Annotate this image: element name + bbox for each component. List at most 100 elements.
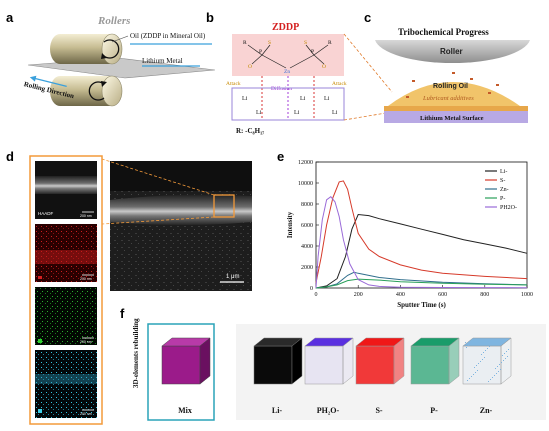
direction-arrow-icon: [29, 75, 37, 82]
zoom-region-box: [213, 194, 235, 218]
tribochemical-title: Tribochemical Progress: [398, 27, 489, 37]
cube-point: [473, 374, 474, 375]
cube-point: [468, 345, 469, 346]
rollers-title: Rollers: [97, 15, 130, 27]
legend-label-2: Zn-: [500, 187, 509, 193]
cube-point: [505, 358, 506, 359]
lithium-metal-label: Lithium Metal: [142, 57, 183, 65]
y-tick-label: 4000: [301, 244, 313, 250]
rotation-arrow-lower-icon: [88, 81, 105, 101]
cube-1: Li-: [253, 337, 303, 415]
roller-shape: [375, 40, 530, 64]
x-tick-label: 600: [438, 292, 447, 298]
sims-depth-profile-chart: 0 2000 4000 6000 8000 10000 12000 0 200 400 600 800…: [286, 160, 533, 309]
panel-c: c Tribochemical Progress Roller Rolling …: [364, 10, 530, 123]
series-line-3: [315, 278, 528, 289]
cube-point: [475, 372, 476, 373]
svg-text:200 nm: 200 nm: [80, 412, 92, 416]
x-tick-label: 0: [315, 292, 318, 298]
cube-label: P-: [430, 406, 438, 415]
y-tick-label: 0: [310, 286, 313, 292]
panel-a: a Rollers Oil (ZDDP in Mineral Oil) Lith…: [6, 10, 216, 107]
cube-point: [499, 364, 500, 365]
eds-cyan-tile: 200 nm: [35, 350, 97, 418]
lithium-surface-label: Lithium Metal Surface: [420, 115, 484, 122]
y-tick-label: 2000: [301, 265, 313, 271]
cube-point: [501, 362, 502, 363]
atom-r-2: R: [328, 40, 332, 46]
atom-p-left: P: [259, 49, 262, 55]
svg-text:200 nm: 200 nm: [80, 340, 92, 344]
cube-point: [504, 353, 505, 354]
cube-front: [304, 345, 344, 385]
cube-3: S-: [355, 337, 405, 415]
y-tick-label: 12000: [298, 160, 313, 166]
atom-s-1: S: [268, 40, 271, 46]
cube-point: [494, 375, 495, 376]
cube-point: [489, 346, 490, 347]
cube-point: [482, 359, 483, 360]
cube-side: [291, 337, 303, 385]
y-tick-label: 10000: [298, 181, 313, 187]
cube-point: [491, 344, 492, 345]
upper-roller: [50, 33, 123, 65]
cube-point: [488, 381, 489, 382]
cube-point: [483, 352, 484, 353]
x-tick-label: 1000: [521, 292, 533, 298]
cube-point: [507, 356, 508, 357]
li-lattice-box: [231, 87, 345, 121]
eds-green-tile: 200 nm: [35, 287, 97, 345]
cube-point: [495, 368, 496, 369]
main-scalebar-label: 1 μm: [226, 274, 239, 280]
mix-frame: [147, 323, 215, 421]
panel-f: f 3D-elements rebuilding Mix Li- PH₂O- S- P-…: [120, 306, 546, 421]
panel-d: d HAADF 200 nm 200 nm 200 nm: [6, 149, 252, 425]
cube-point: [496, 373, 497, 374]
panel-c-letter: c: [364, 10, 371, 25]
tem-main-image: 1 μm: [101, 158, 252, 291]
rolling-oil-label: Rolling Oil: [433, 83, 468, 90]
cube-label: Li-: [272, 406, 283, 415]
series-line-2: [315, 271, 528, 289]
cube-point: [470, 343, 471, 344]
cube-point: [478, 363, 479, 364]
cube-point: [484, 357, 485, 358]
cube-front: [462, 345, 502, 385]
x-axis-title: Sputter Time (s): [397, 301, 446, 309]
y-axis-title: Intensity: [286, 211, 294, 238]
additive-particles: [406, 72, 499, 98]
oil-label: Oil (ZDDP in Mineral Oil): [130, 32, 206, 40]
plot-area: [315, 161, 528, 289]
series-line-0: [315, 213, 528, 289]
panel-b: b ZDDP P P Zn R R S S O O Attack Attack: [206, 10, 393, 135]
cube-point: [481, 354, 482, 355]
svg-text:Li: Li: [300, 96, 306, 102]
cube-2: PH₂O-: [304, 337, 354, 415]
svg-text:Li: Li: [242, 96, 248, 102]
attack-left-label: Attack: [226, 81, 241, 87]
zddp-molecule: [247, 44, 329, 69]
lithium-surface: [384, 111, 528, 123]
zddp-box: [232, 34, 344, 76]
cube-0: Mix: [161, 337, 211, 415]
legend-label-1: S-: [500, 178, 505, 184]
x-tick-label: 400: [396, 292, 405, 298]
atom-o-2: O: [322, 64, 326, 70]
cube-point: [465, 342, 466, 343]
x-tick-label: 200: [354, 292, 363, 298]
series-line-4: [315, 196, 528, 289]
cube-point: [477, 370, 478, 371]
cube-point: [471, 376, 472, 377]
rolling-oil-shape: [388, 82, 520, 106]
cube-front: [355, 345, 395, 385]
cube-point: [492, 377, 493, 378]
additives-label: Lubricant additives: [422, 95, 474, 102]
cube-point: [490, 379, 491, 380]
cube-point: [476, 365, 477, 366]
roller-label: Roller: [440, 47, 463, 56]
element-cubes: Mix Li- PH₂O- S- P- Zn-: [161, 337, 512, 415]
panel-f-letter: f: [120, 306, 125, 321]
panel-a-letter: a: [6, 10, 14, 25]
legend-label-0: Li-: [500, 169, 507, 175]
